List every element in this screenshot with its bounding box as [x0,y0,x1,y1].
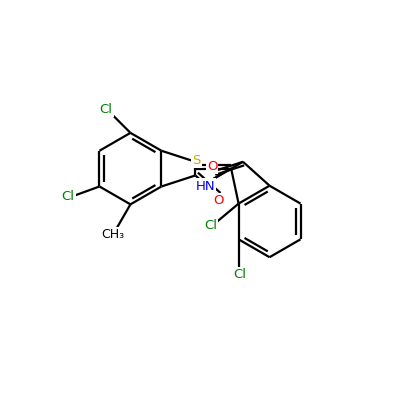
Text: O: O [207,160,217,173]
Text: Cl: Cl [204,219,217,232]
Text: Cl: Cl [100,103,112,116]
Text: HN: HN [195,180,215,192]
Text: Cl: Cl [62,190,74,203]
Text: CH₃: CH₃ [102,228,125,241]
Text: O: O [214,194,224,207]
Text: S: S [192,154,200,167]
Text: Cl: Cl [233,268,246,281]
